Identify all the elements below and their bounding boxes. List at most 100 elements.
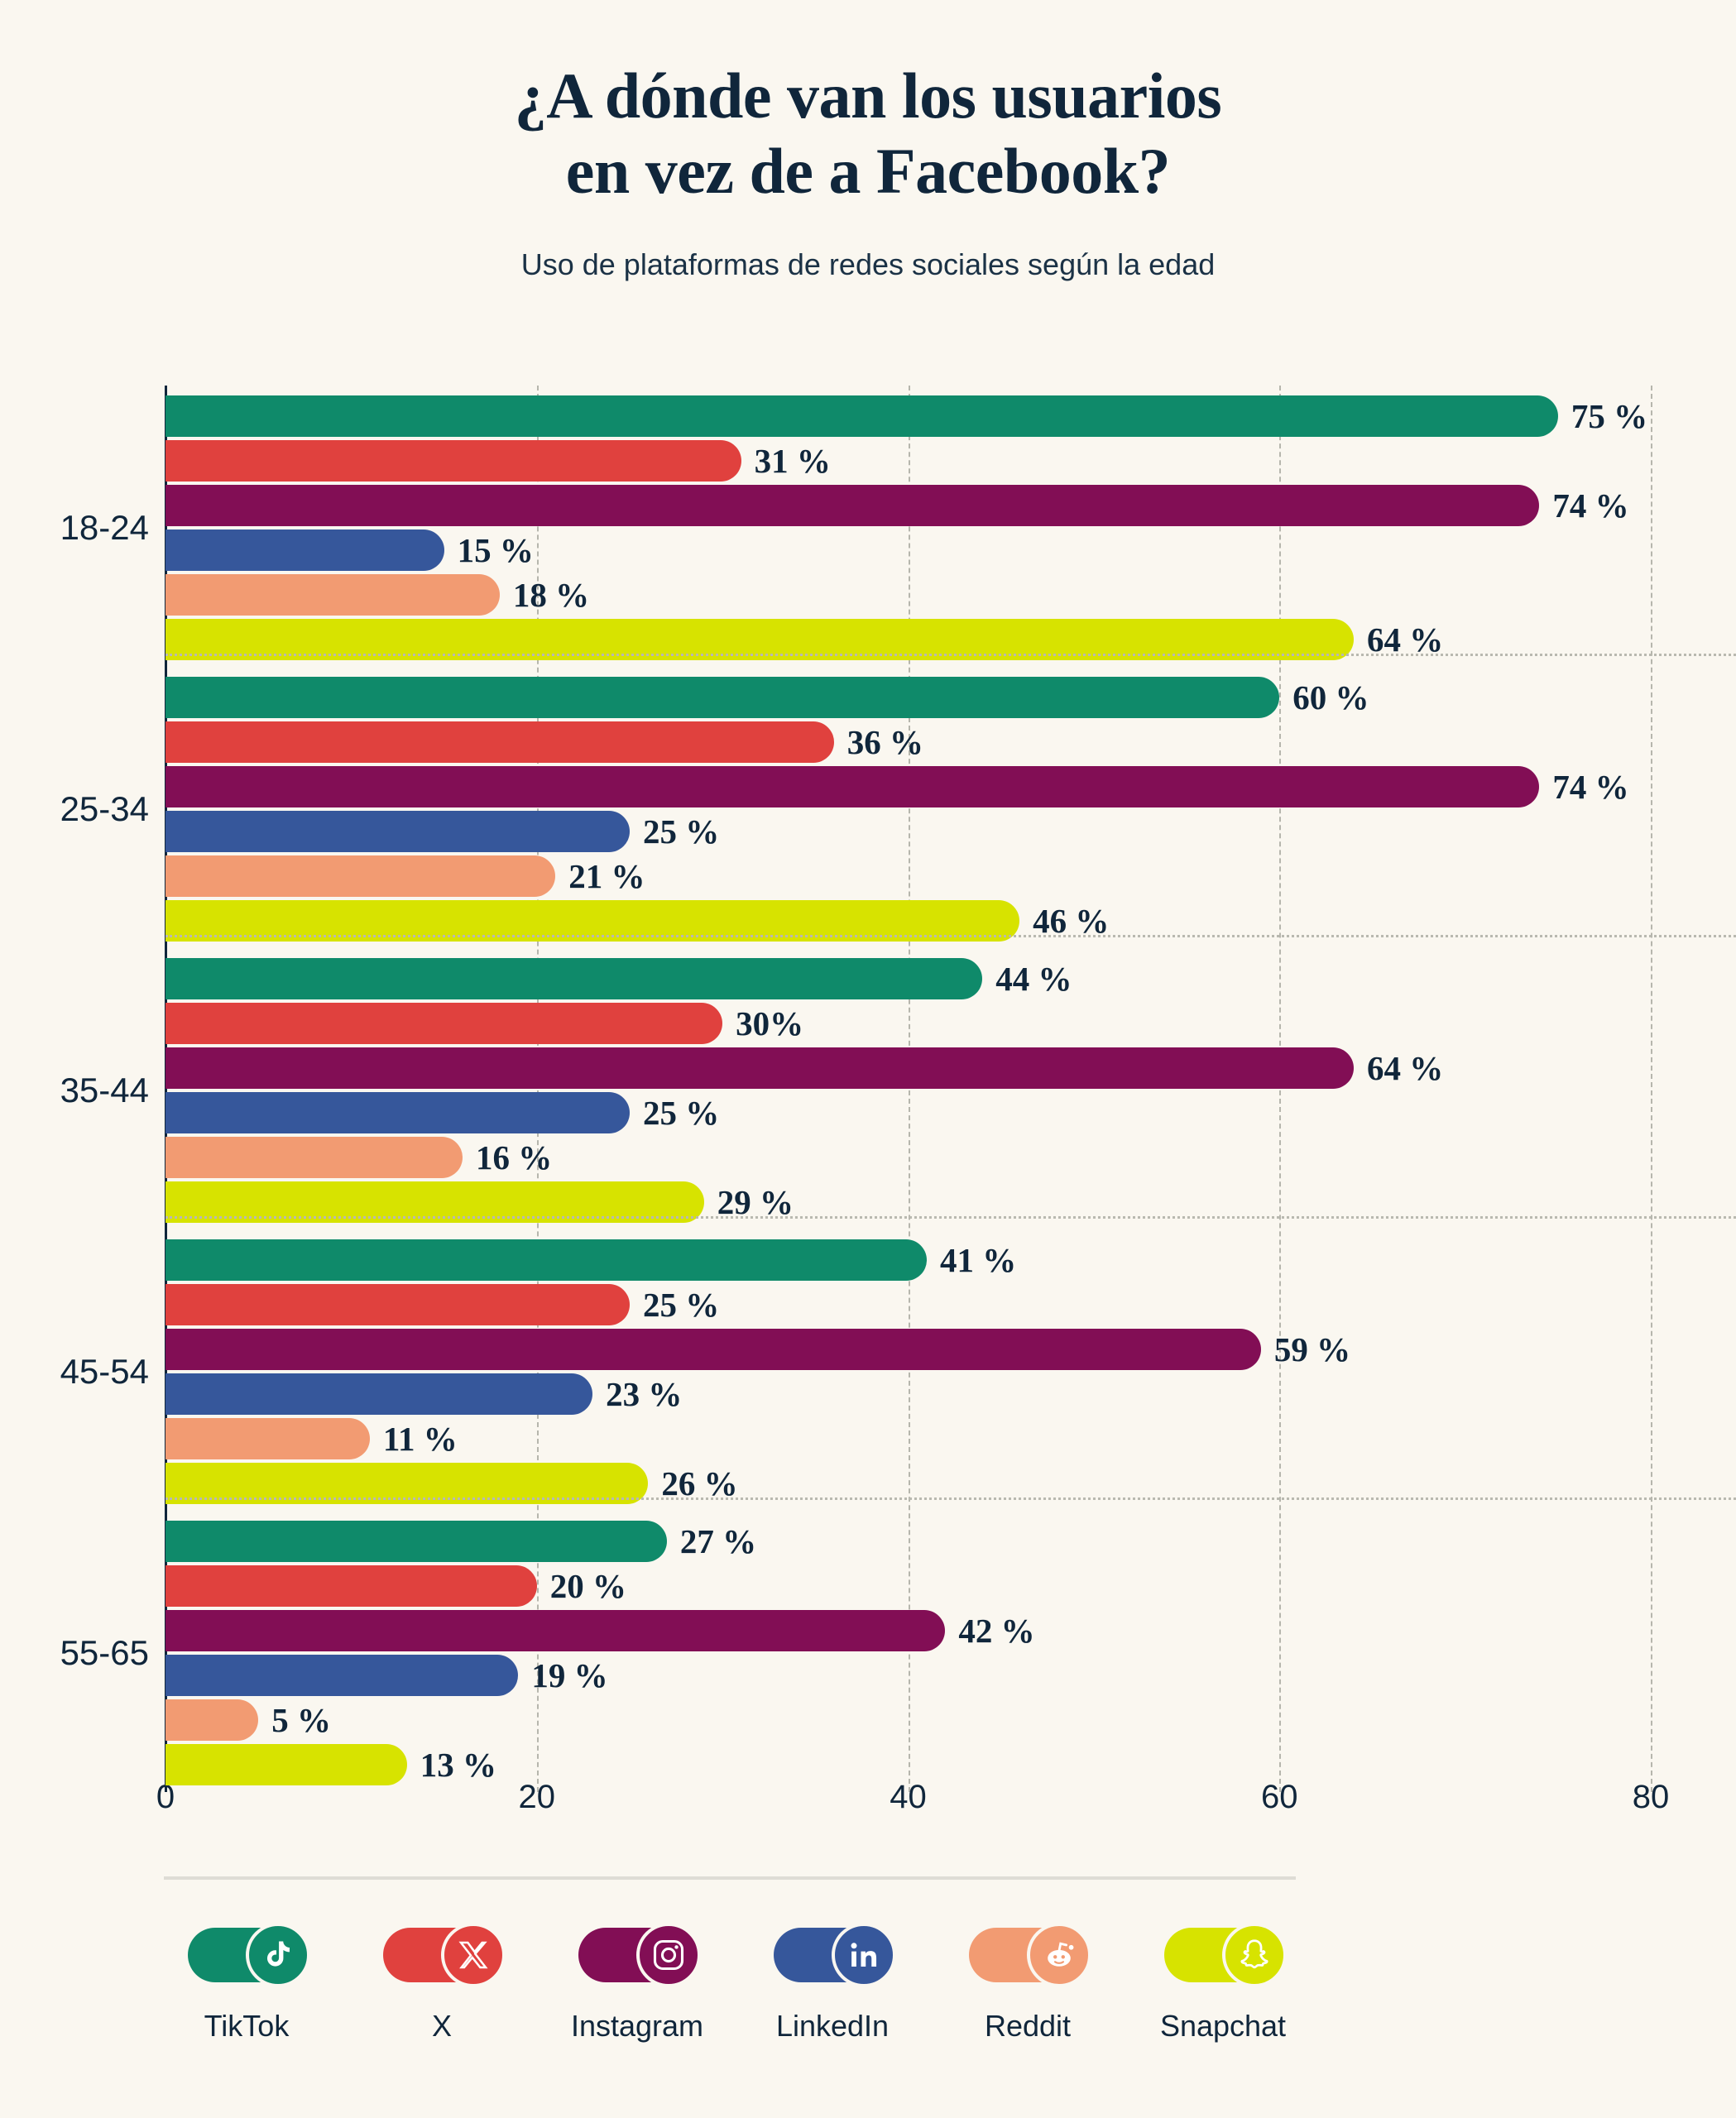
page-title-line-2: en vez de a Facebook?: [565, 135, 1171, 208]
bar-x-55-65: [165, 1565, 537, 1607]
bar-value-label: 21 %: [568, 857, 645, 895]
bar-snapchat-55-65: [165, 1744, 407, 1785]
legend-divider: [164, 1876, 1296, 1880]
legend-item-tiktok[interactable]: TikTok: [149, 1923, 344, 2044]
bar-value-label: 41 %: [939, 1241, 1017, 1279]
legend-label: Reddit: [984, 2009, 1072, 2043]
snapchat-icon: [1222, 1923, 1287, 1987]
legend-item-x[interactable]: X: [344, 1923, 540, 2044]
bar-value-label: 42 %: [958, 1612, 1035, 1650]
bar-snapchat-18-24: [165, 619, 1354, 660]
bar-value-label: 64 %: [1367, 621, 1444, 659]
bar-value-label: 64 %: [1367, 1049, 1444, 1087]
bar-reddit-35-44: [165, 1137, 463, 1178]
bar-x-45-54: [165, 1284, 630, 1325]
bar-value-label: 59 %: [1273, 1330, 1351, 1368]
bar-value-label: 26 %: [661, 1464, 738, 1502]
x-tick-label: 0: [156, 1779, 175, 1815]
reddit-icon: [1027, 1923, 1091, 1987]
y-axis-group-label: 35-44: [60, 1071, 149, 1109]
y-axis-group-label: 45-54: [60, 1352, 149, 1391]
bar-snapchat-35-44: [165, 1181, 704, 1223]
bar-snapchat-45-54: [165, 1463, 649, 1504]
bar-value-label: 36 %: [846, 723, 923, 761]
bar-reddit-55-65: [165, 1699, 259, 1741]
bar-value-label: 13 %: [420, 1746, 496, 1784]
bar-instagram-45-54: [165, 1329, 1261, 1370]
x-twitter-icon: [441, 1923, 506, 1987]
bar-reddit-18-24: [165, 574, 500, 616]
legend-swatch: [383, 1923, 506, 1987]
bar-x-25-34: [165, 721, 834, 763]
bar-value-label: 16 %: [476, 1138, 553, 1176]
bar-value-label: 5 %: [271, 1701, 331, 1739]
bar-instagram-18-24: [165, 485, 1540, 526]
instagram-icon: [636, 1923, 701, 1987]
group-separator: [165, 935, 1736, 937]
chart-header: ¿A dónde van los usuarios en vez de a Fa…: [0, 0, 1736, 282]
y-axis-group-label: 55-65: [60, 1633, 149, 1672]
legend-swatch: [578, 1923, 701, 1987]
bar-x-35-44: [165, 1003, 723, 1044]
x-gridline: [536, 386, 539, 1792]
bar-tiktok-25-34: [165, 677, 1280, 718]
bar-reddit-25-34: [165, 855, 556, 897]
legend-label: X: [431, 2009, 452, 2043]
legend-label: Snapchat: [1159, 2009, 1287, 2043]
legend-swatch: [774, 1923, 896, 1987]
bar-tiktok-45-54: [165, 1239, 927, 1281]
chart-legend: TikTok X Instagram LinkedIn Reddit Snapchat: [149, 1923, 1324, 2044]
bar-value-label: 25 %: [642, 1094, 720, 1132]
legend-label: TikTok: [204, 2009, 290, 2043]
legend-swatch: [969, 1923, 1091, 1987]
bar-value-label: 25 %: [642, 812, 720, 851]
bar-tiktok-18-24: [165, 395, 1558, 437]
x-tick-label: 60: [1261, 1779, 1298, 1815]
bar-value-label: 30%: [736, 1004, 804, 1042]
bar-linkedin-55-65: [165, 1655, 519, 1696]
bar-value-label: 11 %: [382, 1420, 458, 1458]
bar-value-label: 44 %: [995, 960, 1072, 998]
linkedin-icon: [832, 1923, 896, 1987]
x-tick-label: 20: [518, 1779, 556, 1815]
legend-item-snapchat[interactable]: Snapchat: [1125, 1923, 1321, 2044]
bar-reddit-45-54: [165, 1418, 370, 1459]
bar-value-label: 29 %: [717, 1183, 794, 1221]
tiktok-icon: [246, 1923, 310, 1987]
bar-instagram-25-34: [165, 766, 1540, 807]
page-title-line-1: ¿A dónde van los usuarios: [514, 60, 1222, 132]
bar-linkedin-25-34: [165, 811, 630, 852]
legend-item-reddit[interactable]: Reddit: [930, 1923, 1125, 2044]
bar-value-label: 25 %: [642, 1286, 720, 1324]
bar-value-label: 31 %: [754, 442, 831, 480]
bar-value-label: 23 %: [606, 1375, 683, 1413]
bar-value-label: 15 %: [457, 531, 534, 569]
group-separator: [165, 654, 1736, 656]
bar-value-label: 60 %: [1292, 678, 1369, 716]
bar-linkedin-45-54: [165, 1373, 593, 1415]
bar-value-label: 74 %: [1552, 486, 1629, 525]
y-axis-group-label: 25-34: [60, 789, 149, 828]
page-title: ¿A dónde van los usuarios en vez de a Fa…: [289, 58, 1447, 209]
bar-linkedin-35-44: [165, 1092, 630, 1133]
legend-item-instagram[interactable]: Instagram: [540, 1923, 735, 2044]
legend-item-linkedin[interactable]: LinkedIn: [735, 1923, 930, 2044]
group-separator: [165, 1497, 1736, 1500]
bar-tiktok-55-65: [165, 1521, 667, 1562]
group-separator: [165, 1216, 1736, 1219]
y-axis-line: [165, 386, 167, 1792]
bar-tiktok-35-44: [165, 958, 983, 999]
legend-swatch: [1164, 1923, 1287, 1987]
x-tick-label: 40: [890, 1779, 927, 1815]
legend-swatch: [188, 1923, 310, 1987]
page-subtitle: Uso de plataformas de redes sociales seg…: [520, 247, 1216, 281]
bar-value-label: 46 %: [1033, 902, 1110, 940]
x-gridline: [1279, 386, 1282, 1792]
x-tick-label: 80: [1632, 1779, 1670, 1815]
bar-linkedin-18-24: [165, 530, 444, 571]
x-gridline: [1651, 386, 1652, 1792]
bar-value-label: 75 %: [1571, 397, 1648, 435]
bar-value-label: 18 %: [512, 576, 590, 614]
